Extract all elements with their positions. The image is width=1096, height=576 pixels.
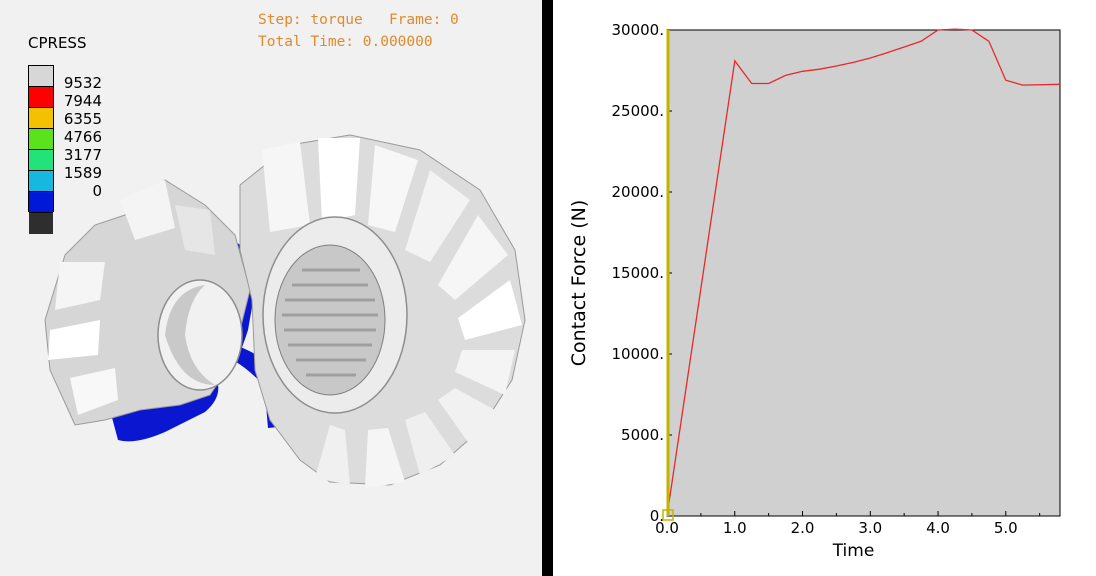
y-tick-label: 15000. — [612, 264, 665, 282]
x-tick-label: 5.0 — [994, 519, 1018, 537]
y-tick-label: 25000. — [612, 102, 665, 120]
legend-swatch — [29, 87, 53, 108]
plot-area — [666, 29, 1061, 517]
x-axis-title: Time — [832, 541, 875, 561]
contact-force-series — [666, 28, 1061, 517]
legend-swatch — [29, 129, 53, 150]
contact-force-chart[interactable]: 0. 5000. 10000. 15000. 20000. 25000. 30000. 0.… — [553, 0, 1096, 576]
pinion-gear — [44, 179, 251, 426]
legend-label: 6355 — [63, 110, 102, 128]
x-tick-label: 4.0 — [926, 519, 950, 537]
time-cursor-marker — [662, 509, 674, 521]
legend-label: 7944 — [63, 92, 102, 110]
y-tick-label: 10000. — [612, 345, 665, 363]
x-tick-label: 1.0 — [723, 519, 747, 537]
step-frame-label: Step: torque Frame: 0 — [258, 12, 459, 28]
legend-label: 1589 — [63, 164, 102, 182]
y-tick-label: 5000. — [621, 426, 664, 444]
x-tick-label: 3.0 — [858, 519, 882, 537]
xy-plot-viewport[interactable]: 0. 5000. 10000. 15000. 20000. 25000. 30000. 0.… — [553, 0, 1096, 576]
legend-label: 9532 — [63, 74, 102, 92]
legend-swatch — [29, 171, 53, 192]
gear-model[interactable] — [0, 0, 542, 576]
legend-title: CPRESS — [28, 34, 87, 52]
legend-label: 0 — [92, 182, 102, 200]
x-axis: 0.0 1.0 2.0 3.0 4.0 5.0 — [655, 511, 1041, 537]
y-tick-label: 30000. — [612, 21, 665, 39]
legend-swatch — [29, 150, 53, 171]
legend-swatch — [29, 213, 53, 234]
y-axis-title: Contact Force (N) — [568, 200, 590, 366]
y-axis: 0. 5000. 10000. 15000. 20000. 25000. 30000. — [612, 21, 672, 525]
model-viewport[interactable]: Step: torque Frame: 0 Total Time: 0.0000… — [0, 0, 542, 576]
x-tick-label: 0.0 — [655, 519, 679, 537]
y-tick-label: 0. — [650, 507, 664, 525]
legend-label: 4766 — [63, 128, 102, 146]
y-tick-label: 20000. — [612, 183, 665, 201]
x-tick-label: 2.0 — [791, 519, 815, 537]
contour-legend — [28, 65, 54, 234]
side-gear — [239, 134, 526, 488]
legend-swatch — [29, 108, 53, 129]
legend-swatch — [29, 192, 53, 213]
legend-label: 3177 — [63, 146, 102, 164]
legend-swatch — [29, 66, 53, 87]
total-time-label: Total Time: 0.000000 — [258, 34, 433, 50]
